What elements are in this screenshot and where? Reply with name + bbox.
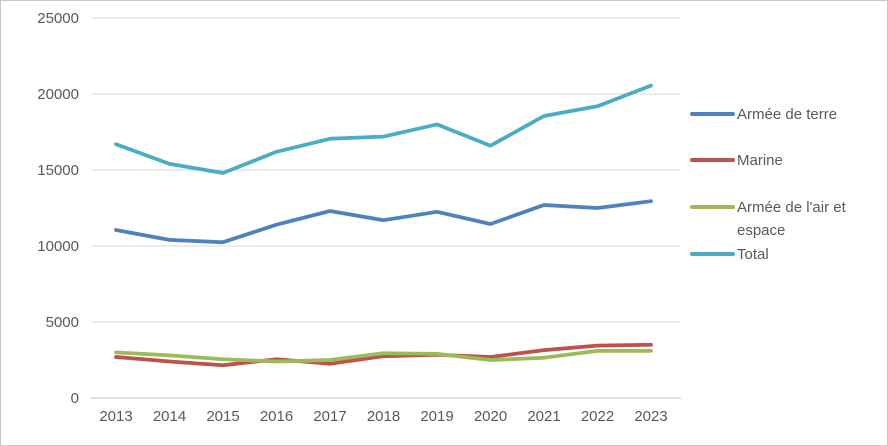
x-axis-tick-label: 2014 — [153, 408, 186, 425]
legend-swatch-marine-icon — [690, 158, 735, 162]
legend-label-marine: Marine — [737, 152, 783, 169]
series-line-arm-e-de-l-air-et-espace — [114, 349, 653, 364]
legend-item-armee-de-terre: Armée de terre — [690, 103, 873, 126]
legend-label-total: Total — [737, 246, 769, 263]
legend-label-armee-de-terre: Armée de terre — [737, 106, 838, 123]
x-axis-tick-label: 2021 — [527, 408, 560, 425]
series-line-total — [114, 83, 653, 175]
y-axis-tick-label: 25000 — [37, 10, 79, 27]
y-axis-tick-label: 5000 — [46, 314, 79, 331]
y-axis-tick-label: 0 — [71, 390, 79, 407]
y-axis-tick-label: 10000 — [37, 238, 79, 255]
legend-item-total: Total — [690, 243, 873, 266]
x-axis-tick-label: 2017 — [313, 408, 346, 425]
x-axis-tick-label: 2020 — [474, 408, 507, 425]
legend-item-armee-air-espace: Armée de l'air et espace — [690, 196, 873, 242]
chart-legend: Armée de terre Marine Armée de l'air et … — [690, 1, 886, 445]
y-axis-tick-label: 20000 — [37, 86, 79, 103]
legend-swatch-armee-air-espace-icon — [690, 205, 735, 209]
series-line-arm-e-de-terre — [114, 199, 653, 245]
legend-item-marine: Marine — [690, 149, 873, 172]
x-axis-tick-label: 2015 — [206, 408, 239, 425]
x-axis-tick-label: 2019 — [420, 408, 453, 425]
legend-swatch-armee-de-terre-icon — [690, 112, 735, 116]
x-axis-tick-label: 2023 — [634, 408, 667, 425]
x-axis-tick-label: 2016 — [260, 408, 293, 425]
legend-label-armee-air-espace: Armée de l'air et espace — [737, 199, 846, 239]
x-axis-tick-label: 2022 — [581, 408, 614, 425]
series-line-marine — [114, 342, 653, 368]
x-axis-tick-label: 2013 — [99, 408, 132, 425]
x-axis-tick-label: 2018 — [367, 408, 400, 425]
legend-swatch-total-icon — [690, 252, 735, 256]
y-axis-tick-label: 15000 — [37, 162, 79, 179]
